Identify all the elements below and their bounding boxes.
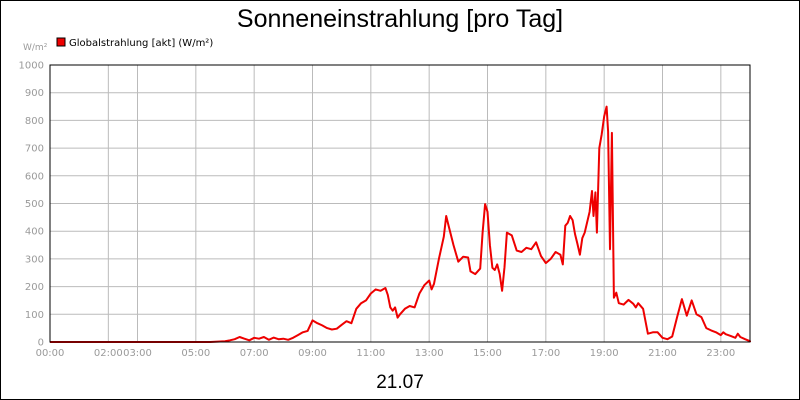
x-tick-label: 17:00 bbox=[531, 348, 560, 359]
x-tick-label: 03:00 bbox=[123, 348, 152, 359]
y-tick-label: 800 bbox=[25, 116, 44, 127]
chart-title: Sonneneinstrahlung [pro Tag] bbox=[237, 5, 563, 33]
y-tick-label: 100 bbox=[25, 310, 44, 321]
legend-swatch bbox=[56, 37, 66, 47]
x-tick-label: 15:00 bbox=[473, 348, 502, 359]
x-tick-label: 21:00 bbox=[648, 348, 677, 359]
y-tick-label: 700 bbox=[25, 144, 44, 155]
grid-lines bbox=[50, 65, 750, 342]
series-line-globalstrahlung bbox=[50, 105, 751, 343]
y-axis-ticks: 0 100 200 300 400 500 600 700 800 900 1000 bbox=[19, 61, 44, 349]
y-tick-label: 900 bbox=[25, 88, 44, 99]
x-axis-date-label: 21.07 bbox=[376, 372, 424, 393]
y-axis-unit-label: W/m² bbox=[23, 43, 48, 53]
plot-area-border bbox=[49, 64, 751, 343]
x-tick-label: 09:00 bbox=[298, 348, 327, 359]
x-tick-label: 19:00 bbox=[590, 348, 619, 359]
x-tick-label: 13:00 bbox=[415, 348, 444, 359]
legend-label: Globalstrahlung [akt] (W/m²) bbox=[69, 38, 213, 49]
y-tick-label: 1000 bbox=[19, 61, 44, 72]
x-tick-label: 05:00 bbox=[181, 348, 210, 359]
y-tick-label: 200 bbox=[25, 282, 44, 293]
y-tick-label: 0 bbox=[38, 338, 44, 349]
x-tick-label: 00:00 bbox=[36, 348, 65, 359]
x-tick-label: 07:00 bbox=[240, 348, 269, 359]
x-tick-label: 11:00 bbox=[356, 348, 385, 359]
y-tick-label: 600 bbox=[25, 171, 44, 182]
y-tick-label: 500 bbox=[25, 199, 44, 210]
series-layer bbox=[50, 105, 751, 343]
x-tick-label: 02:00 bbox=[94, 348, 123, 359]
x-axis-ticks: 00:00 02:00 03:00 05:00 07:00 09:00 11:00 13:00… bbox=[36, 348, 736, 359]
y-tick-label: 400 bbox=[25, 227, 44, 238]
y-tick-label: 300 bbox=[25, 254, 44, 265]
legend: Globalstrahlung [akt] (W/m²) bbox=[56, 37, 213, 49]
x-tick-label: 23:00 bbox=[706, 348, 735, 359]
